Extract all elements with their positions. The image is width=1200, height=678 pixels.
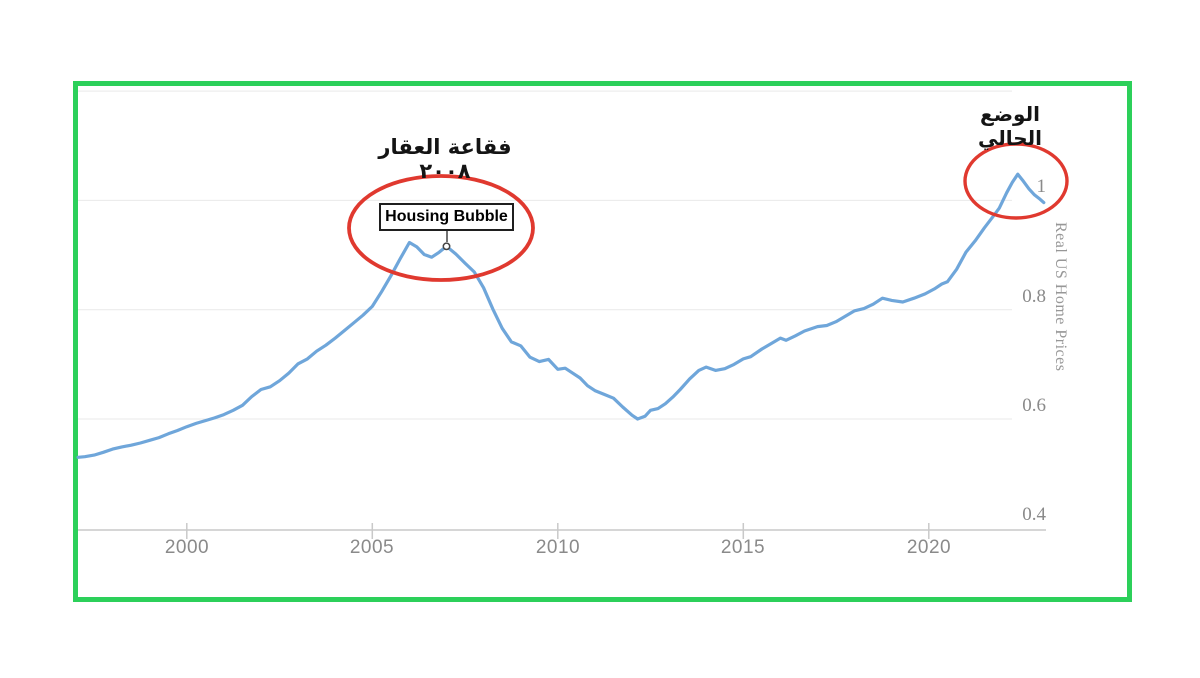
x-tick-label: 2020 xyxy=(906,537,952,558)
price-line xyxy=(76,172,1046,459)
x-tick-label: 2010 xyxy=(535,537,581,558)
y-tick-label: 0.4 xyxy=(1022,504,1046,525)
x-tick-label: 2015 xyxy=(720,537,766,558)
bubble-ellipse-current xyxy=(963,142,1069,220)
y-axis-title: Real US Home Prices xyxy=(1052,222,1069,372)
arabic-annotation-2008-bubble: فقاعة العقار ٢٠٠٨ xyxy=(378,135,512,183)
y-tick-label: 0.8 xyxy=(1022,286,1046,307)
y-tick-label: 0.6 xyxy=(1022,395,1046,416)
green-frame xyxy=(73,81,1132,602)
y-tick-label: 1 xyxy=(1036,176,1047,197)
bubble-ellipse-2008 xyxy=(347,174,535,282)
arabic-annotation-current-situation: الوضع الحالي xyxy=(977,102,1043,150)
x-tick-label: 2000 xyxy=(164,537,210,558)
x-tick-label: 2005 xyxy=(349,537,395,558)
gridlines xyxy=(78,90,1012,420)
housing-bubble-callout-box: Housing Bubble xyxy=(379,203,514,231)
x-tick-marks xyxy=(186,523,930,539)
marked-point-circle xyxy=(442,242,451,251)
